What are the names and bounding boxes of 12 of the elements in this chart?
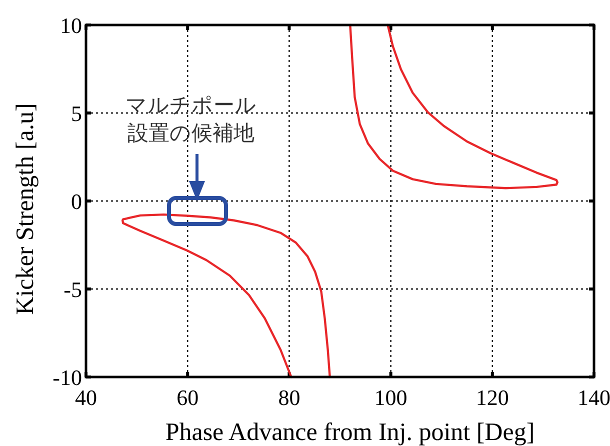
- y-tick-label: 10: [60, 13, 82, 38]
- y-tick-label: 0: [71, 189, 82, 214]
- y-tick-label: -5: [64, 277, 82, 302]
- x-tick-label: 140: [578, 385, 610, 410]
- x-tick-label: 100: [374, 385, 408, 410]
- y-axis-title: Kicker Strength [a.u]: [12, 103, 39, 315]
- annotation: マルチポール設置の候補地: [126, 93, 256, 145]
- y-tick-label: 5: [71, 101, 82, 126]
- x-tick-label: 120: [476, 385, 509, 410]
- x-tick-label: 80: [278, 385, 300, 410]
- x-tick-label: 60: [176, 385, 199, 410]
- x-axis-title: Phase Advance from Inj. point [Deg]: [165, 419, 535, 446]
